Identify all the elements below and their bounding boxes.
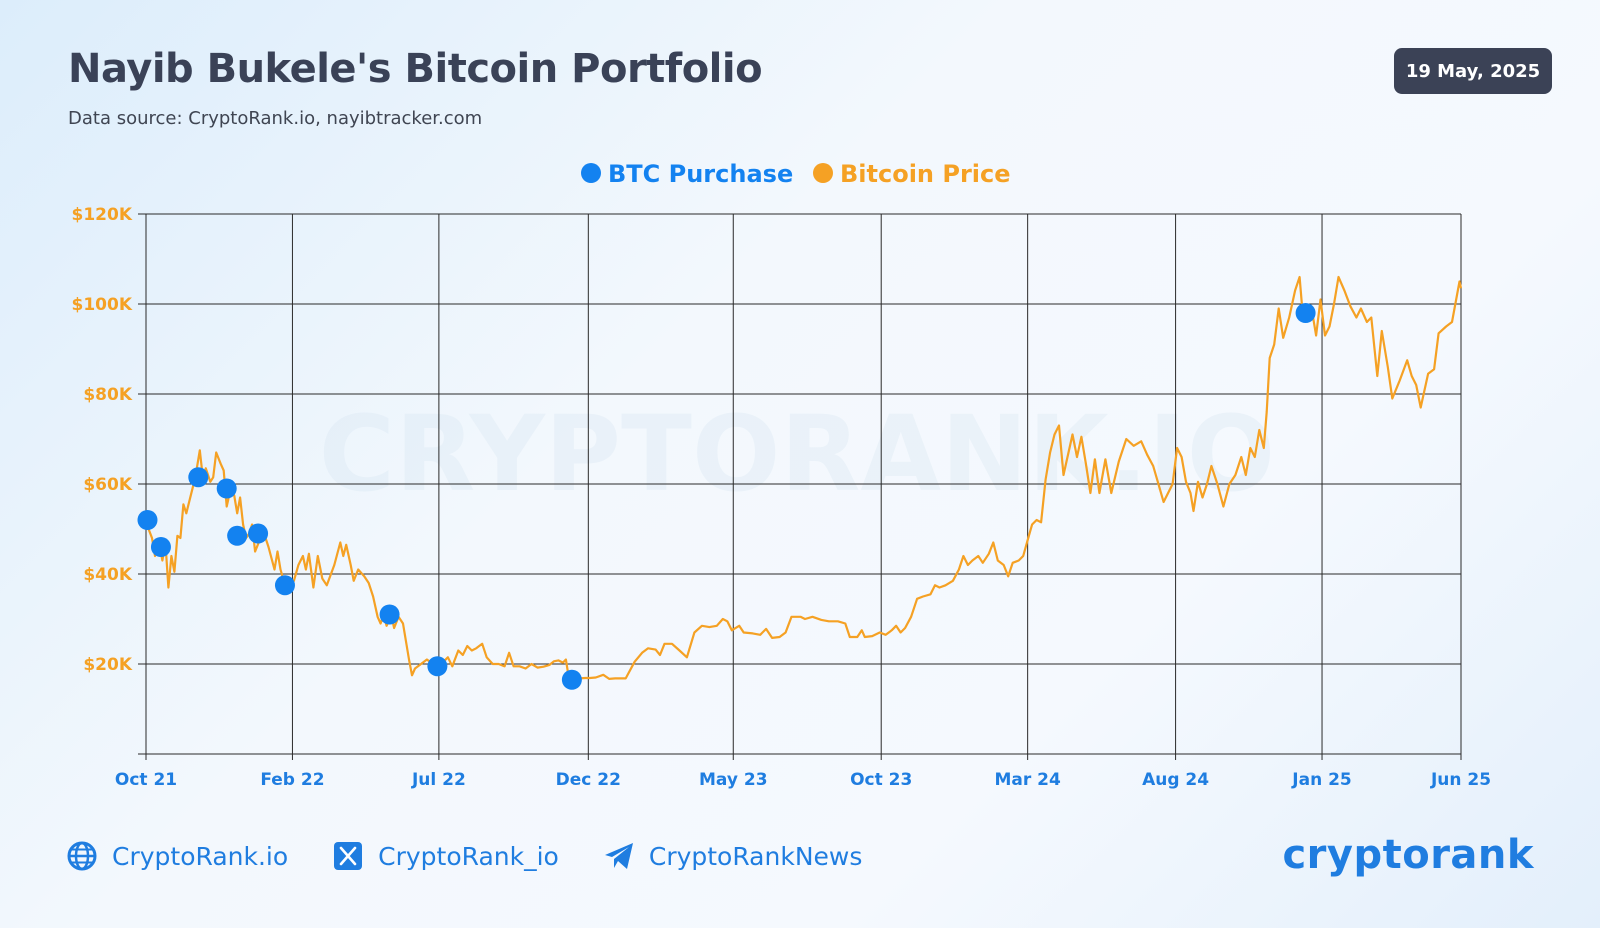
x-tick-label: Aug 24 <box>1142 770 1209 790</box>
btc-purchase-point <box>274 575 295 596</box>
legend-marker <box>581 163 601 183</box>
x-tick-label: May 23 <box>699 770 768 790</box>
btc-purchase-point <box>427 656 448 677</box>
bitcoin-portfolio-chart: CRYPTORANK.IO BTC Purchase Bitcoin Price … <box>72 160 1492 790</box>
btc-purchase-point <box>1295 303 1316 323</box>
y-tick-label: $80K <box>83 385 132 405</box>
twitter-label: CryptoRank_io <box>378 841 559 871</box>
telegram-label: CryptoRankNews <box>648 841 863 871</box>
chart-grid <box>138 213 1462 760</box>
btc-purchase-point <box>227 525 248 546</box>
x-tick-label: Jan 25 <box>1291 770 1351 790</box>
y-tick-label: $60K <box>83 475 132 495</box>
y-tick-label: $20K <box>83 655 132 675</box>
telegram-icon <box>603 840 635 872</box>
legend-label: BTC Purchase <box>608 160 793 188</box>
x-axis: Oct 21 Feb 22 Jul 22 Dec 22 May 23 Oct 23 Mar … <box>115 770 1491 790</box>
chart-legend: BTC Purchase Bitcoin Price <box>581 160 1011 188</box>
page-title: Nayib Bukele's Bitcoin Portfolio <box>68 46 763 92</box>
y-tick-label: $120K <box>72 205 133 225</box>
x-twitter-icon <box>332 840 364 872</box>
social-links: CryptoRank.io CryptoRank_io CryptoRankNe… <box>66 840 906 872</box>
data-source-subtitle: Data source: CryptoRank.io, nayibtracker… <box>68 108 483 129</box>
legend-label: Bitcoin Price <box>840 160 1011 188</box>
date-badge: 19 May, 2025 <box>1394 48 1552 94</box>
bitcoin-price-line <box>144 275 1463 681</box>
y-tick-label: $100K <box>72 295 133 315</box>
x-tick-label: Jul 22 <box>411 770 466 790</box>
globe-icon <box>66 840 98 872</box>
telegram-link[interactable]: CryptoRankNews <box>603 840 863 872</box>
website-link[interactable]: CryptoRank.io <box>66 840 288 872</box>
legend-marker <box>813 163 833 183</box>
watermark: CRYPTORANK.IO <box>319 393 1275 515</box>
website-label: CryptoRank.io <box>112 841 289 871</box>
btc-purchase-point <box>216 478 237 499</box>
x-tick-label: Oct 23 <box>850 770 912 790</box>
cryptorank-logo: cryptorank <box>1282 832 1534 878</box>
btc-purchase-point <box>188 467 209 488</box>
x-tick-label: Feb 22 <box>260 770 324 790</box>
y-axis: $20K $40K $60K $80K $100K $120K <box>72 205 133 675</box>
x-tick-label: Mar 24 <box>994 770 1061 790</box>
btc-purchase-point <box>150 537 171 557</box>
btc-purchase-point <box>137 510 158 530</box>
btc-purchase-markers <box>137 303 1316 690</box>
x-tick-label: Dec 22 <box>556 770 621 790</box>
btc-purchase-point <box>379 604 400 625</box>
x-tick-label: Jun 25 <box>1430 770 1491 790</box>
x-tick-label: Oct 21 <box>115 770 177 790</box>
y-tick-label: $40K <box>83 565 132 585</box>
twitter-link[interactable]: CryptoRank_io <box>332 840 559 872</box>
btc-purchase-point <box>248 523 269 544</box>
btc-purchase-point <box>561 669 582 690</box>
